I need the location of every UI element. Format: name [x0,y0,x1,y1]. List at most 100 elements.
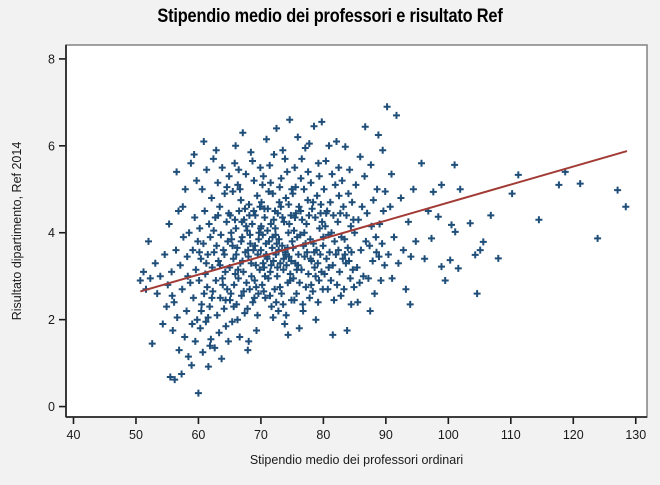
scatter-point [614,186,622,194]
x-tick-label: 80 [316,428,330,442]
scatter-point [204,363,212,371]
scatter-point [283,168,291,176]
scatter-point [307,281,315,289]
scatter-point [193,177,201,185]
scatter-point [298,155,306,163]
scatter-point [323,255,330,263]
scatter-point [622,203,630,211]
scatter-point [476,246,484,254]
scatter-point [303,220,310,228]
scatter-point [277,203,285,211]
scatter-point [263,135,270,143]
scatter-point [259,181,266,189]
scatter-point [250,177,258,185]
scatter-point [217,231,225,239]
scatter-point [199,240,207,248]
scatter-point [350,283,358,291]
scatter-point [255,229,263,237]
scatter-point [161,251,169,258]
scatter-point [397,194,405,202]
scatter-point [189,246,197,254]
scatter-point [384,251,392,258]
scatter-point [197,307,205,315]
scatter-point [326,248,334,256]
scatter-point [257,246,265,254]
scatter-point [341,235,349,243]
scatter-point [189,294,197,302]
scatter-point [245,337,253,345]
scatter-point [285,201,293,208]
scatter-point [345,257,353,265]
scatter-point [328,170,336,178]
scatter-point [219,274,226,282]
scatter-point [281,155,289,163]
scatter-point [274,307,282,315]
scatter-point [175,207,182,215]
scatter-point [243,279,250,287]
scatter-point [335,192,343,200]
scatter-point [294,133,302,141]
scatter-point [298,216,306,224]
scatter-point [173,314,181,321]
scatter-point [245,201,253,208]
scatter-point [335,164,343,172]
scatter-point [353,264,361,271]
scatter-point [206,342,214,350]
scatter-point [196,324,204,332]
scatter-point [412,237,420,245]
scatter-point [248,220,256,228]
scatter-point [169,327,177,334]
scatter-point [358,203,366,211]
scatter-point [377,277,385,284]
scatter-point [200,138,208,145]
scatter-point [301,253,309,261]
scatter-point [258,198,265,206]
scatter-point [258,281,266,289]
scatter-point [278,242,286,250]
scatter-point [231,159,239,167]
scatter-point [244,305,251,313]
scatter-point [336,268,344,276]
scatter-point [256,266,264,274]
scatter-point [305,211,313,219]
scatter-point [333,138,340,145]
scatter-point [206,303,214,311]
scatter-point [307,179,315,187]
scatter-point [275,235,283,243]
scatter-point [237,237,245,245]
scatter-point [187,159,195,167]
scatter-point [409,185,417,193]
scatter-point [429,188,437,196]
x-tick-label: 90 [379,428,393,442]
scatter-point [321,270,329,278]
scatter-point [284,331,292,339]
scatter-point [373,248,380,256]
scatter-point [379,207,387,215]
scatter-point [338,177,346,185]
scatter-point [194,237,202,245]
scatter-point [221,190,229,198]
scatter-point [311,264,319,271]
scatter-point [251,277,259,284]
scatter-point [272,298,280,306]
scatter-point [296,279,304,287]
scatter-point [393,111,400,119]
scatter-point [273,124,280,132]
scatter-point [344,244,352,252]
scatter-point [438,181,445,189]
scatter-point [359,272,367,280]
scatter-point [214,179,222,187]
scatter-point [421,255,429,263]
scatter-point [381,261,389,269]
scatter-point [175,346,183,354]
scatter-point [209,287,217,295]
scatter-point [294,261,302,269]
scatter-point [297,207,305,215]
scatter-point [275,198,283,206]
scatter-point [314,259,322,267]
scatter-point [269,257,277,265]
scatter-point [148,340,156,348]
scatter-point [318,218,326,226]
scatter-point [230,303,238,311]
